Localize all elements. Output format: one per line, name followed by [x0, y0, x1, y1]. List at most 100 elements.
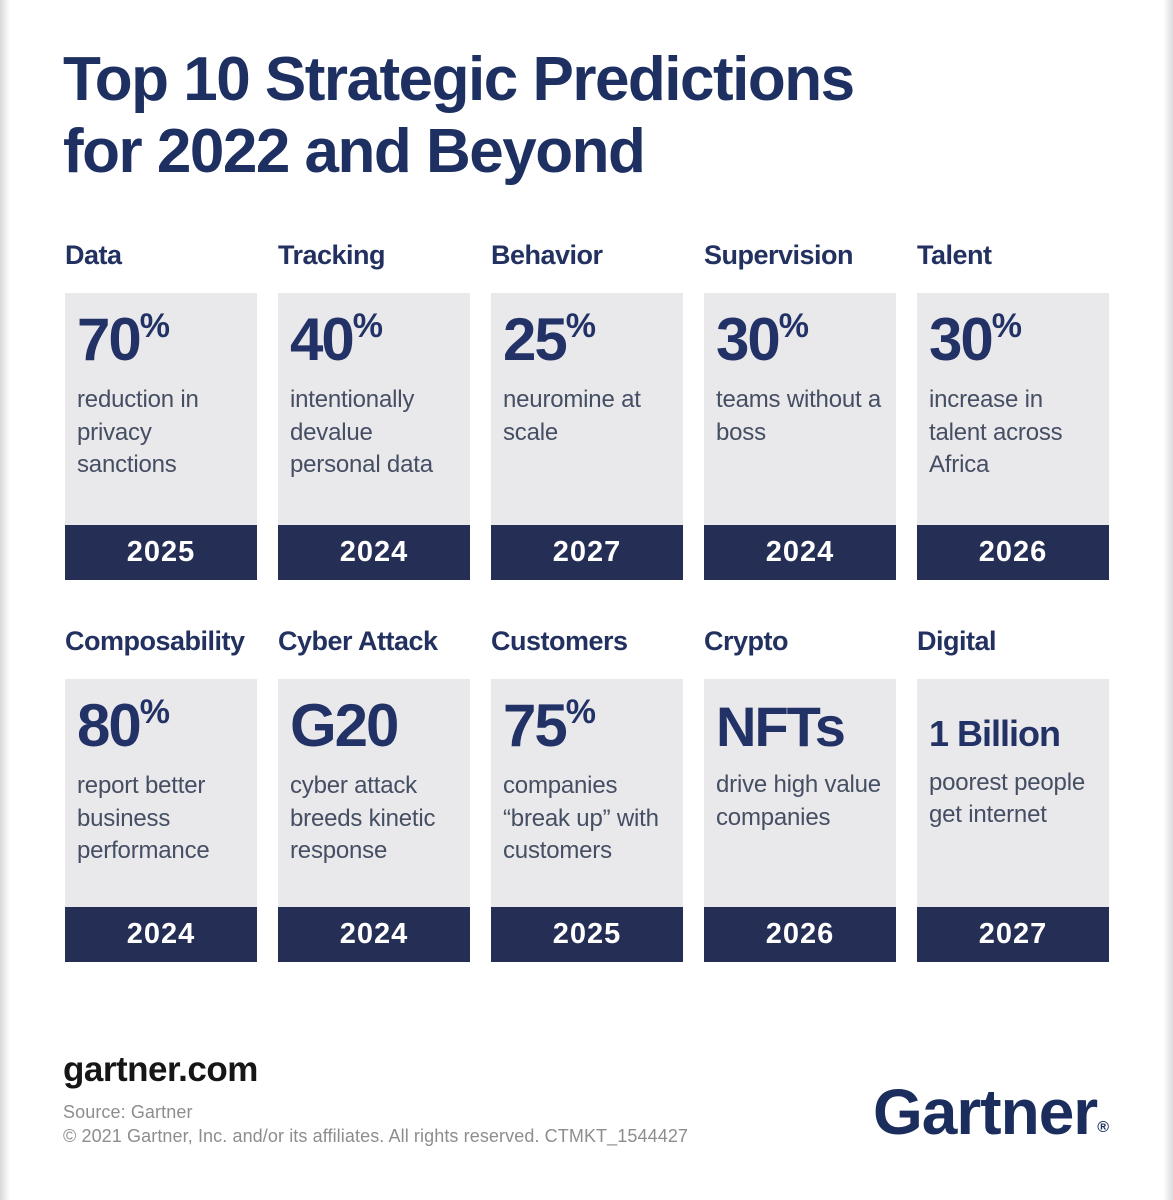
prediction-card-cyber-attack: Cyber Attack G20 cyber attack breeds kin… — [278, 626, 470, 962]
prediction-card-customers: Customers 75% companies “break up” with … — [491, 626, 683, 962]
card-body: 75% companies “break up” with customers — [491, 679, 683, 907]
stat-suffix: % — [565, 693, 596, 731]
stat-value: 30 — [929, 306, 994, 373]
stat-suffix: % — [778, 307, 809, 345]
card-stat: NFTs — [716, 695, 884, 755]
card-stat: G20 — [290, 695, 458, 756]
prediction-card-supervision: Supervision 30% teams without a boss 202… — [704, 240, 896, 580]
card-body: 30% increase in talent across Africa — [917, 293, 1109, 525]
card-stat: 30% — [929, 309, 1097, 370]
stat-suffix: % — [139, 307, 170, 345]
gartner-logo-text: Gartner — [873, 1076, 1098, 1148]
card: 40% intentionally devalue personal data … — [278, 293, 470, 580]
card: 30% increase in talent across Africa 202… — [917, 293, 1109, 580]
card-description: cyber attack breeds kinetic response — [290, 772, 436, 864]
card: 70% reduction in privacy sanctions 2025 — [65, 293, 257, 580]
card: 1 Billion poorest people get internet 20… — [917, 679, 1109, 962]
card-category: Supervision — [704, 240, 854, 270]
card-category: Behavior — [491, 240, 603, 270]
card: 75% companies “break up” with customers … — [491, 679, 683, 962]
card-stat: 80% — [77, 695, 245, 756]
stat-suffix: % — [991, 307, 1022, 345]
prediction-card-talent: Talent 30% increase in talent across Afr… — [917, 240, 1109, 580]
card-year: 2024 — [278, 907, 470, 962]
stat-value: 25 — [503, 306, 568, 373]
card-category: Composability — [65, 626, 245, 656]
prediction-card-composability: Composability 80% report better business… — [65, 626, 257, 962]
stat-value: 30 — [716, 306, 781, 373]
stat-value: G20 — [290, 692, 399, 759]
predictions-row-1: Data 70% reduction in privacy sanctions … — [65, 240, 1109, 580]
stat-value: 75 — [503, 692, 568, 759]
card-body: NFTs drive high value companies — [704, 679, 896, 907]
prediction-card-crypto: Crypto NFTs drive high value companies 2… — [704, 626, 896, 962]
card-description: increase in talent across Africa — [929, 386, 1063, 478]
card-stat: 1 Billion — [929, 695, 1097, 753]
card-description: reduction in privacy sanctions — [77, 386, 199, 478]
card-year: 2025 — [65, 525, 257, 580]
gartner-logo: Gartner® — [873, 1080, 1109, 1144]
page-edge-right — [1163, 0, 1173, 1200]
card: NFTs drive high value companies 2026 — [704, 679, 896, 962]
card-description: report better business performance — [77, 772, 210, 864]
card-description: intentionally devalue personal data — [290, 386, 433, 478]
card-year: 2026 — [917, 525, 1109, 580]
registered-trademark-icon: ® — [1097, 1119, 1109, 1136]
stat-suffix: % — [139, 693, 170, 731]
card-year: 2025 — [491, 907, 683, 962]
card: 80% report better business performance 2… — [65, 679, 257, 962]
card-category: Cyber Attack — [278, 626, 438, 656]
prediction-card-behavior: Behavior 25% neuromine at scale 2027 — [491, 240, 683, 580]
page-edge-left — [0, 0, 10, 1200]
card-category: Digital — [917, 626, 997, 656]
stat-suffix: % — [565, 307, 596, 345]
card-description: neuromine at scale — [503, 386, 641, 446]
card-category: Talent — [917, 240, 992, 270]
card-body: 25% neuromine at scale — [491, 293, 683, 525]
prediction-card-data: Data 70% reduction in privacy sanctions … — [65, 240, 257, 580]
card-description: poorest people get internet — [929, 768, 1085, 829]
card-stat: 70% — [77, 309, 245, 370]
card: G20 cyber attack breeds kinetic response… — [278, 679, 470, 962]
card-year: 2027 — [491, 525, 683, 580]
gartner-website-text: gartner.com — [63, 1050, 258, 1089]
card-body: 70% reduction in privacy sanctions — [65, 293, 257, 525]
card-year: 2024 — [65, 907, 257, 962]
card: 25% neuromine at scale 2027 — [491, 293, 683, 580]
card-body: 1 Billion poorest people get internet — [917, 679, 1109, 907]
prediction-card-digital: Digital 1 Billion poorest people get int… — [917, 626, 1109, 962]
card-year: 2026 — [704, 907, 896, 962]
prediction-card-tracking: Tracking 40% intentionally devalue perso… — [278, 240, 470, 580]
page-title-line2: for 2022 and Beyond — [63, 117, 646, 186]
stat-value: 70 — [77, 306, 142, 373]
card-category: Customers — [491, 626, 628, 656]
predictions-row-2: Composability 80% report better business… — [65, 626, 1109, 962]
stat-value: 80 — [77, 692, 142, 759]
card-category: Crypto — [704, 626, 789, 656]
stat-suffix: % — [352, 307, 383, 345]
card: 30% teams without a boss 2024 — [704, 293, 896, 580]
card-year: 2024 — [704, 525, 896, 580]
card-body: 30% teams without a boss — [704, 293, 896, 525]
card-body: 40% intentionally devalue personal data — [278, 293, 470, 525]
card-year: 2027 — [917, 907, 1109, 962]
card-description: companies “break up” with customers — [503, 772, 659, 864]
card-year: 2024 — [278, 525, 470, 580]
stat-value: 1 Billion — [929, 713, 1061, 754]
page-title: Top 10 Strategic Predictions for 2022 an… — [63, 44, 855, 188]
card-description: drive high value companies — [716, 771, 881, 831]
source-text: Source: Gartner — [63, 1102, 193, 1122]
stat-value: 40 — [290, 306, 355, 373]
card-body: G20 cyber attack breeds kinetic response — [278, 679, 470, 907]
card-stat: 30% — [716, 309, 884, 370]
card-stat: 25% — [503, 309, 671, 370]
card-category: Tracking — [278, 240, 386, 270]
card-body: 80% report better business performance — [65, 679, 257, 907]
copyright-text: © 2021 Gartner, Inc. and/or its affiliat… — [63, 1126, 689, 1146]
page-title-line1: Top 10 Strategic Predictions — [63, 45, 855, 114]
stat-value: NFTs — [716, 695, 846, 758]
card-description: teams without a boss — [716, 386, 882, 446]
card-stat: 40% — [290, 309, 458, 370]
card-stat: 75% — [503, 695, 671, 756]
